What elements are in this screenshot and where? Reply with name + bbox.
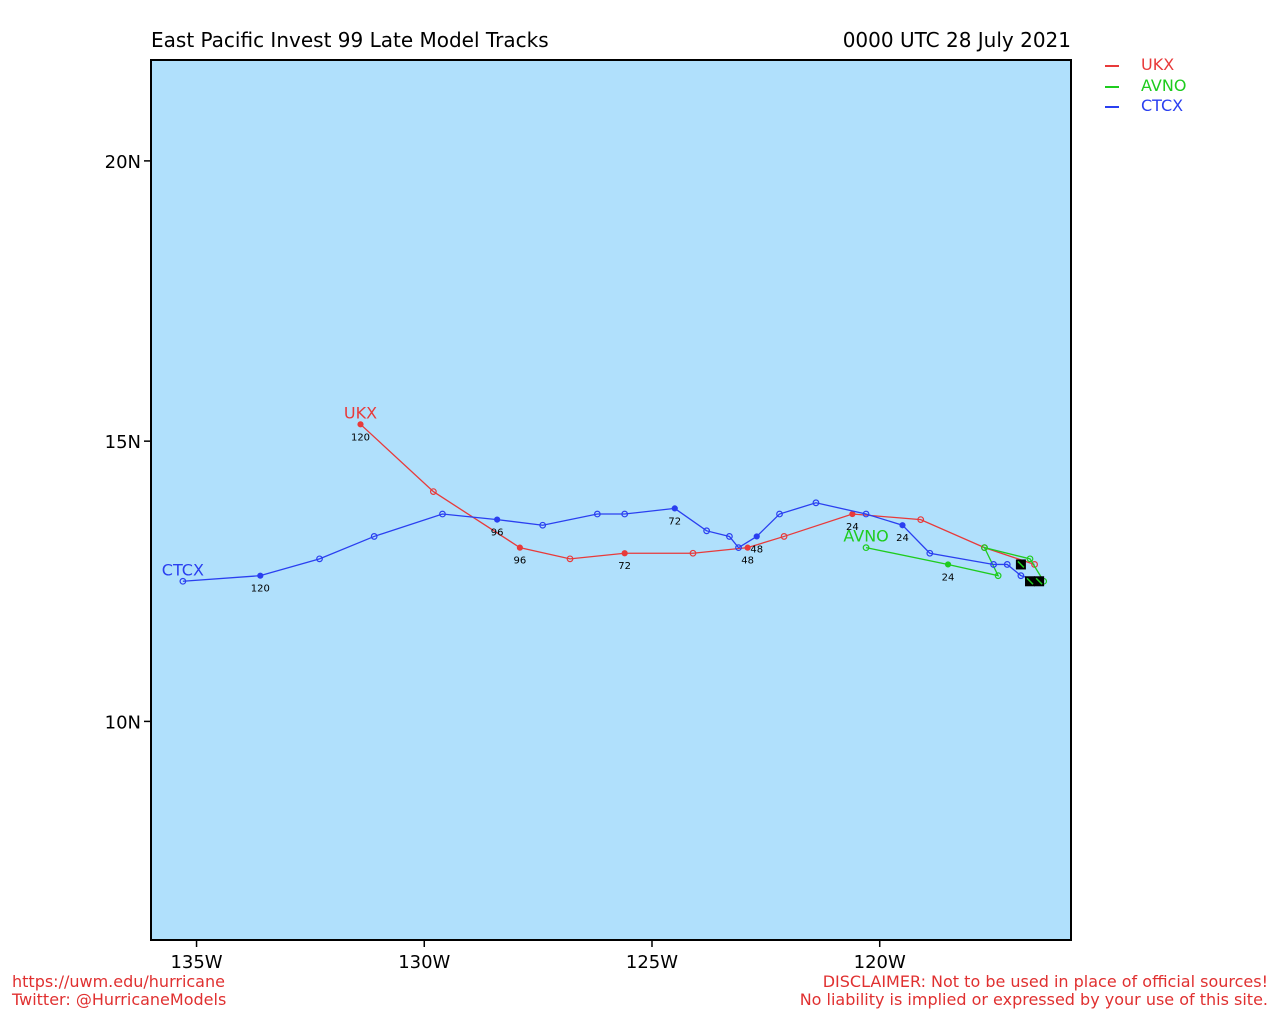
lon-tick-label: 120W [854,952,906,973]
model-end-label: AVNO [843,527,888,546]
track-point-day [744,544,751,551]
track-line [182,502,1040,582]
lat-tick-label: 10N [105,712,141,733]
track-point [862,544,870,552]
legend-swatch [1105,64,1119,67]
forecast-hour-label: 24 [846,522,859,533]
storm-position-markers [1015,559,1045,587]
track-point-day [257,572,264,579]
track-point [593,510,601,518]
track-point [994,572,1002,580]
disclaimer-line-2: No liability is implied or expressed by … [799,990,1268,1009]
lon-tick-label: 130W [398,952,450,973]
legend-swatch [1105,105,1119,108]
track-point [689,549,697,557]
lat-tick-label: 15N [105,432,141,453]
track-point [862,510,870,518]
track-point [1003,561,1011,568]
track-point [926,549,934,557]
forecast-hour-label: 24 [942,572,955,583]
track-point [179,577,187,585]
track-point [990,561,997,568]
forecast-date: 0000 UTC 28 July 2021 [842,28,1071,52]
track-point-day [516,544,524,551]
track-point-day [621,550,628,557]
track-point [621,510,629,518]
track-point [429,488,437,495]
track-ctcx: 24 48 72 96 120 CTCX [162,499,1043,595]
model-end-label: CTCX [162,560,204,579]
forecast-hour-label: 48 [741,556,754,567]
marker-slash [1035,577,1043,585]
track-point [981,544,988,552]
track-point [370,533,378,540]
track-point-day [357,421,364,428]
legend-item-avno: AVNO [1105,76,1186,95]
legend-label: AVNO [1141,76,1187,95]
track-point-day [944,561,952,568]
forecast-hour-label: 96 [514,556,527,567]
forecast-hour-label: 96 [491,528,504,539]
track-point [316,555,323,563]
track-point [776,510,783,518]
track-point [917,516,925,524]
website-link[interactable]: https://uwm.edu/hurricane [12,972,225,991]
footer-credits: https://uwm.edu/hurricane Twitter: @Hurr… [12,973,226,1009]
legend-item-ukx: UKX [1105,55,1174,74]
track-point [735,544,742,552]
footer-disclaimer: DISCLAIMER: Not to be used in place of o… [800,973,1268,1009]
lon-tick-label: 135W [170,952,222,973]
forecast-hour-label: 48 [750,544,763,555]
marker-slash [1017,560,1025,568]
track-point-day [671,505,678,512]
legend-item-ctcx: CTCX [1105,96,1183,115]
track-line [865,546,1045,582]
initial-position-marker [1025,576,1036,587]
track-avno: 24 AVNO [843,527,1048,585]
track-point-day [753,533,760,540]
forecast-hour-label: 120 [351,432,370,443]
chart-title: East Pacific Invest 99 Late Model Tracks [151,28,549,52]
track-point [439,510,446,518]
track-point [1026,555,1034,563]
track-point [539,521,547,529]
track-line [360,423,1035,566]
track-point [812,499,820,507]
track-point [780,533,788,540]
track-point [726,533,733,540]
marker-slash [1026,577,1034,585]
track-point-day [899,522,906,529]
forecast-hour-label: 24 [896,533,909,544]
track-point-day [494,516,501,523]
legend-label: CTCX [1141,96,1184,115]
model-end-label: UKX [344,403,377,422]
disclaimer-line-1: DISCLAIMER: Not to be used in place of o… [822,972,1268,991]
lon-tick-label: 125W [626,952,678,973]
track-point-day [849,510,856,518]
forecast-hour-label: 72 [618,561,631,572]
map-area [150,59,1072,941]
track-point [1017,572,1025,580]
initial-position-marker [1034,576,1045,587]
track-ukx: 24 48 72 96 120 UKX [344,403,1038,572]
legend-swatch [1105,85,1119,88]
forecast-hour-label: 72 [668,516,681,527]
lat-tick-label: 20N [105,152,141,173]
legend-label: UKX [1141,55,1175,74]
forecast-hour-label: 120 [251,584,270,595]
initial-position-marker [1015,559,1026,570]
track-point [566,555,574,563]
twitter-handle[interactable]: Twitter: @HurricaneModels [12,990,227,1009]
track-point [703,527,711,535]
axis-ticks: 135W 130W 125W 120W 20N 15N 10N [105,152,906,973]
